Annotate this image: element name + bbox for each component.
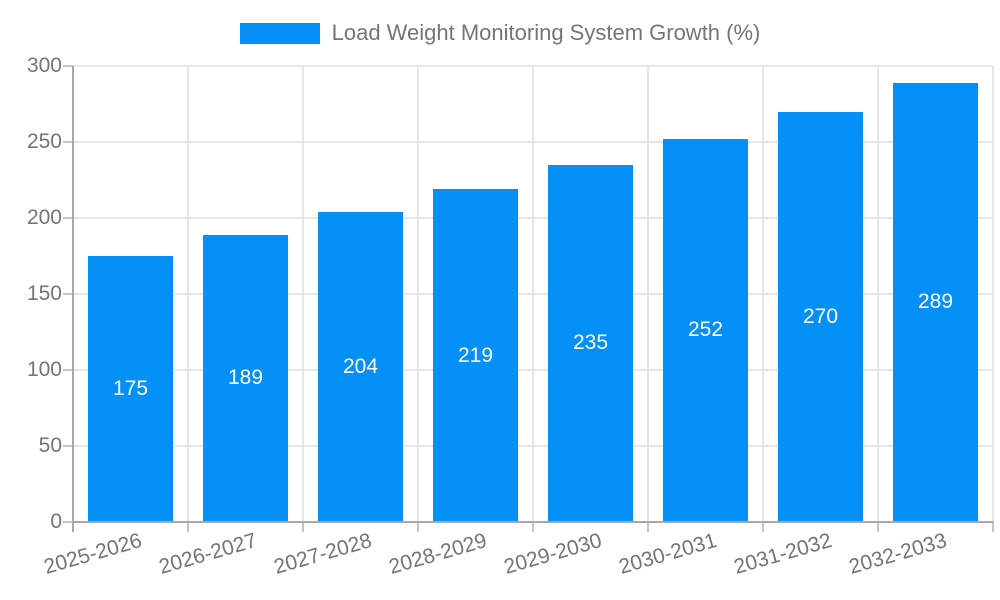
- y-axis-tick: [63, 445, 73, 447]
- x-axis-tick: [992, 522, 994, 532]
- y-tick-label: 300: [26, 54, 62, 77]
- bar[interactable]: [893, 82, 978, 522]
- v-gridline: [532, 66, 534, 522]
- y-axis-tick: [63, 141, 73, 143]
- bar[interactable]: [88, 256, 173, 522]
- v-gridline: [877, 66, 879, 522]
- y-tick-label: 100: [26, 358, 62, 381]
- y-tick-label: 200: [26, 206, 62, 229]
- bar[interactable]: [203, 234, 288, 522]
- x-axis-tick: [762, 522, 764, 532]
- y-tick-label: 250: [26, 130, 62, 153]
- x-axis-tick: [877, 522, 879, 532]
- bar[interactable]: [318, 211, 403, 522]
- legend-label: Load Weight Monitoring System Growth (%): [331, 20, 761, 45]
- y-axis-tick: [63, 369, 73, 371]
- x-axis-line: [73, 521, 993, 523]
- y-axis-tick: [63, 65, 73, 67]
- bar[interactable]: [778, 111, 863, 522]
- bar[interactable]: [663, 138, 748, 522]
- legend-swatch: [239, 22, 320, 44]
- y-axis-tick: [63, 521, 73, 523]
- bar[interactable]: [548, 164, 633, 522]
- y-axis-line: [72, 66, 74, 532]
- y-tick-label: 0: [50, 510, 62, 533]
- v-gridline: [302, 66, 304, 522]
- x-axis-tick: [532, 522, 534, 532]
- v-gridline: [762, 66, 764, 522]
- y-tick-label: 150: [26, 282, 62, 305]
- x-axis-tick: [302, 522, 304, 532]
- v-gridline: [647, 66, 649, 522]
- x-axis-tick: [647, 522, 649, 532]
- y-tick-label: 50: [38, 434, 62, 457]
- bar[interactable]: [433, 189, 518, 522]
- y-axis-tick: [63, 293, 73, 295]
- v-gridline: [992, 66, 994, 522]
- chart-legend[interactable]: Load Weight Monitoring System Growth (%): [0, 16, 1000, 50]
- x-axis-tick: [417, 522, 419, 532]
- y-axis-tick: [63, 217, 73, 219]
- x-axis-tick: [187, 522, 189, 532]
- v-gridline: [187, 66, 189, 522]
- v-gridline: [417, 66, 419, 522]
